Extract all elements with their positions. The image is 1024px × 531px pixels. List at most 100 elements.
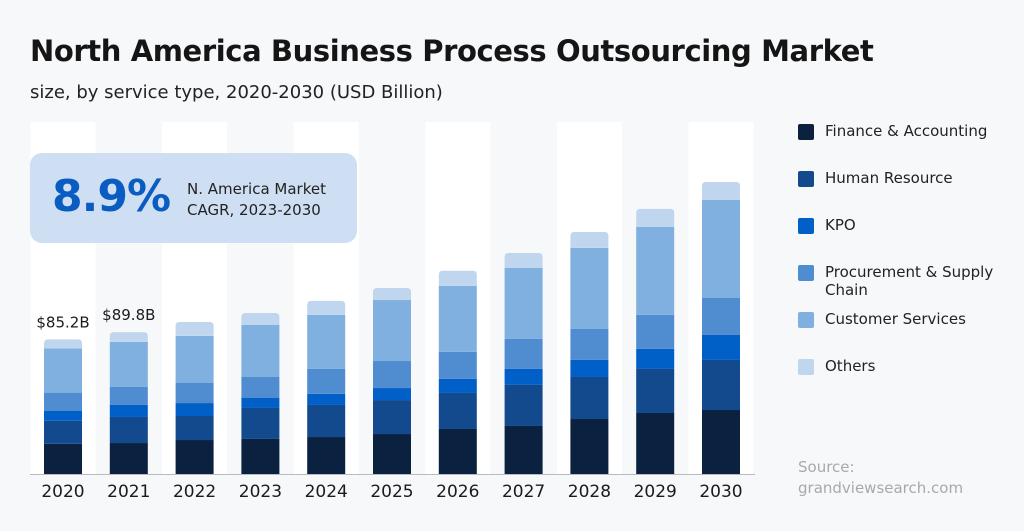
x-tick-label: 2030 xyxy=(699,482,742,502)
cagr-label: N. America Market CAGR, 2023-2030 xyxy=(187,179,326,221)
bar-segment-human-resource-2025 xyxy=(373,400,411,435)
legend-item-customer-services: Customer Services xyxy=(798,310,1018,328)
bar-segment-others-2027 xyxy=(504,252,543,268)
legend-label: Procurement & Supply Chain xyxy=(825,263,994,299)
bar-segment-finance-accounting-2025 xyxy=(373,434,411,474)
bar-segment-others-2026 xyxy=(438,270,477,286)
bar-segment-procurement-supply-chain-2022 xyxy=(175,382,214,404)
legend-swatch xyxy=(798,265,814,281)
legend-item-kpo: KPO xyxy=(798,216,1018,234)
bar-segment-customer-services-2026 xyxy=(438,285,477,352)
bar-segment-finance-accounting-2027 xyxy=(504,425,543,474)
bar-segment-finance-accounting-2023 xyxy=(241,438,280,474)
x-tick-label: 2026 xyxy=(436,482,479,502)
legend-label: Finance & Accounting xyxy=(825,122,988,140)
x-tick-label: 2022 xyxy=(173,482,216,502)
bar-segment-procurement-supply-chain-2028 xyxy=(570,328,609,360)
x-tick-label: 2025 xyxy=(370,482,413,502)
bar-segment-kpo-2027 xyxy=(504,368,543,385)
bar-segment-others-2029 xyxy=(636,208,675,227)
bar-segment-finance-accounting-2021 xyxy=(109,443,148,474)
bar-segment-customer-services-2027 xyxy=(504,267,543,339)
legend-item-finance-accounting: Finance & Accounting xyxy=(798,122,1018,140)
bar-segment-kpo-2024 xyxy=(307,393,346,405)
bar-segment-procurement-supply-chain-2027 xyxy=(504,338,543,369)
bar-segment-others-2030 xyxy=(702,182,740,201)
data-label: $89.8B xyxy=(102,306,155,324)
bar-segment-procurement-supply-chain-2023 xyxy=(241,376,280,399)
bar-segment-kpo-2025 xyxy=(373,388,411,401)
legend-label: Customer Services xyxy=(825,310,966,328)
data-label: $85.2B xyxy=(36,313,89,331)
x-tick-label: 2024 xyxy=(305,482,348,502)
bar-segment-kpo-2026 xyxy=(438,378,477,393)
bar-segment-finance-accounting-2029 xyxy=(636,413,675,474)
legend-label: KPO xyxy=(825,216,856,234)
x-tick-label: 2020 xyxy=(41,482,84,502)
bar-segment-human-resource-2027 xyxy=(504,384,543,426)
cagr-label-line1: N. America Market xyxy=(187,180,326,198)
legend-swatch xyxy=(798,171,814,187)
bar-segment-customer-services-2028 xyxy=(570,247,609,329)
source-note: Source: grandviewsearch.com xyxy=(798,457,963,499)
bar-segment-procurement-supply-chain-2024 xyxy=(307,368,346,394)
legend-swatch xyxy=(798,124,814,140)
legend-swatch xyxy=(798,359,814,375)
bar-segment-finance-accounting-2030 xyxy=(702,410,740,474)
bar-segment-human-resource-2030 xyxy=(702,359,740,411)
bar-segment-finance-accounting-2022 xyxy=(175,440,214,474)
bar-segment-procurement-supply-chain-2025 xyxy=(373,361,411,389)
bar-segment-others-2022 xyxy=(175,322,214,336)
x-tick-label: 2027 xyxy=(502,482,545,502)
bar-segment-kpo-2030 xyxy=(702,334,740,360)
legend-label: Others xyxy=(825,357,876,375)
x-tick-label: 2023 xyxy=(239,482,282,502)
bar-segment-kpo-2023 xyxy=(241,398,280,408)
x-tick-label: 2028 xyxy=(568,482,611,502)
bar-segment-customer-services-2030 xyxy=(702,200,740,298)
bar-segment-human-resource-2020 xyxy=(44,420,82,444)
bar-segment-finance-accounting-2020 xyxy=(44,443,82,474)
bar-segment-human-resource-2023 xyxy=(241,407,280,439)
bar-segment-kpo-2029 xyxy=(636,348,675,369)
legend-item-procurement-supply-chain: Procurement & Supply Chain xyxy=(798,263,1003,299)
bar-segment-kpo-2020 xyxy=(44,410,82,421)
bar-segment-procurement-supply-chain-2030 xyxy=(702,297,740,335)
bar-segment-procurement-supply-chain-2020 xyxy=(44,392,82,411)
source-label: Source: xyxy=(798,458,855,476)
stacked-bar-chart: 2020 $85.2B 2021 $89.8B 2022 2023 2024 2025 2026… xyxy=(30,182,755,502)
legend-item-human-resource: Human Resource xyxy=(798,169,1018,187)
cagr-value: 8.9% xyxy=(52,171,171,222)
legend-swatch xyxy=(798,312,814,328)
bar-segment-kpo-2022 xyxy=(175,403,214,417)
bar-segment-human-resource-2028 xyxy=(570,376,609,420)
source-url: grandviewsearch.com xyxy=(798,479,964,497)
bar-segment-others-2025 xyxy=(373,288,411,301)
bar-segment-others-2028 xyxy=(570,231,609,248)
bar-segment-others-2023 xyxy=(241,312,280,326)
bar-segment-kpo-2028 xyxy=(570,359,609,377)
bar-segment-procurement-supply-chain-2029 xyxy=(636,314,675,349)
cagr-label-line2: CAGR, 2023-2030 xyxy=(187,201,321,219)
bar-segment-customer-services-2023 xyxy=(241,325,280,377)
bar-segment-finance-accounting-2028 xyxy=(570,419,609,474)
bar-segment-customer-services-2022 xyxy=(175,335,214,383)
bar-segment-customer-services-2020 xyxy=(44,348,82,393)
bar-segment-procurement-supply-chain-2026 xyxy=(438,351,477,379)
legend-label: Human Resource xyxy=(825,169,953,187)
bar-segment-finance-accounting-2024 xyxy=(307,437,346,474)
legend-swatch xyxy=(798,218,814,234)
bar-segment-human-resource-2022 xyxy=(175,416,214,441)
legend-item-others: Others xyxy=(798,357,1018,375)
bar-segment-others-2024 xyxy=(307,300,346,315)
bar-segment-finance-accounting-2026 xyxy=(438,428,477,474)
x-tick-label: 2021 xyxy=(107,482,150,502)
bar-segment-customer-services-2021 xyxy=(109,341,148,387)
bar-segment-customer-services-2024 xyxy=(307,314,346,369)
bar-segment-others-2021 xyxy=(109,332,148,342)
bar-segment-human-resource-2026 xyxy=(438,392,477,429)
bar-segment-customer-services-2025 xyxy=(373,300,411,362)
x-tick-label: 2029 xyxy=(634,482,677,502)
cagr-callout: 8.9% N. America Market CAGR, 2023-2030 xyxy=(30,153,357,243)
bar-segment-human-resource-2029 xyxy=(636,368,675,414)
